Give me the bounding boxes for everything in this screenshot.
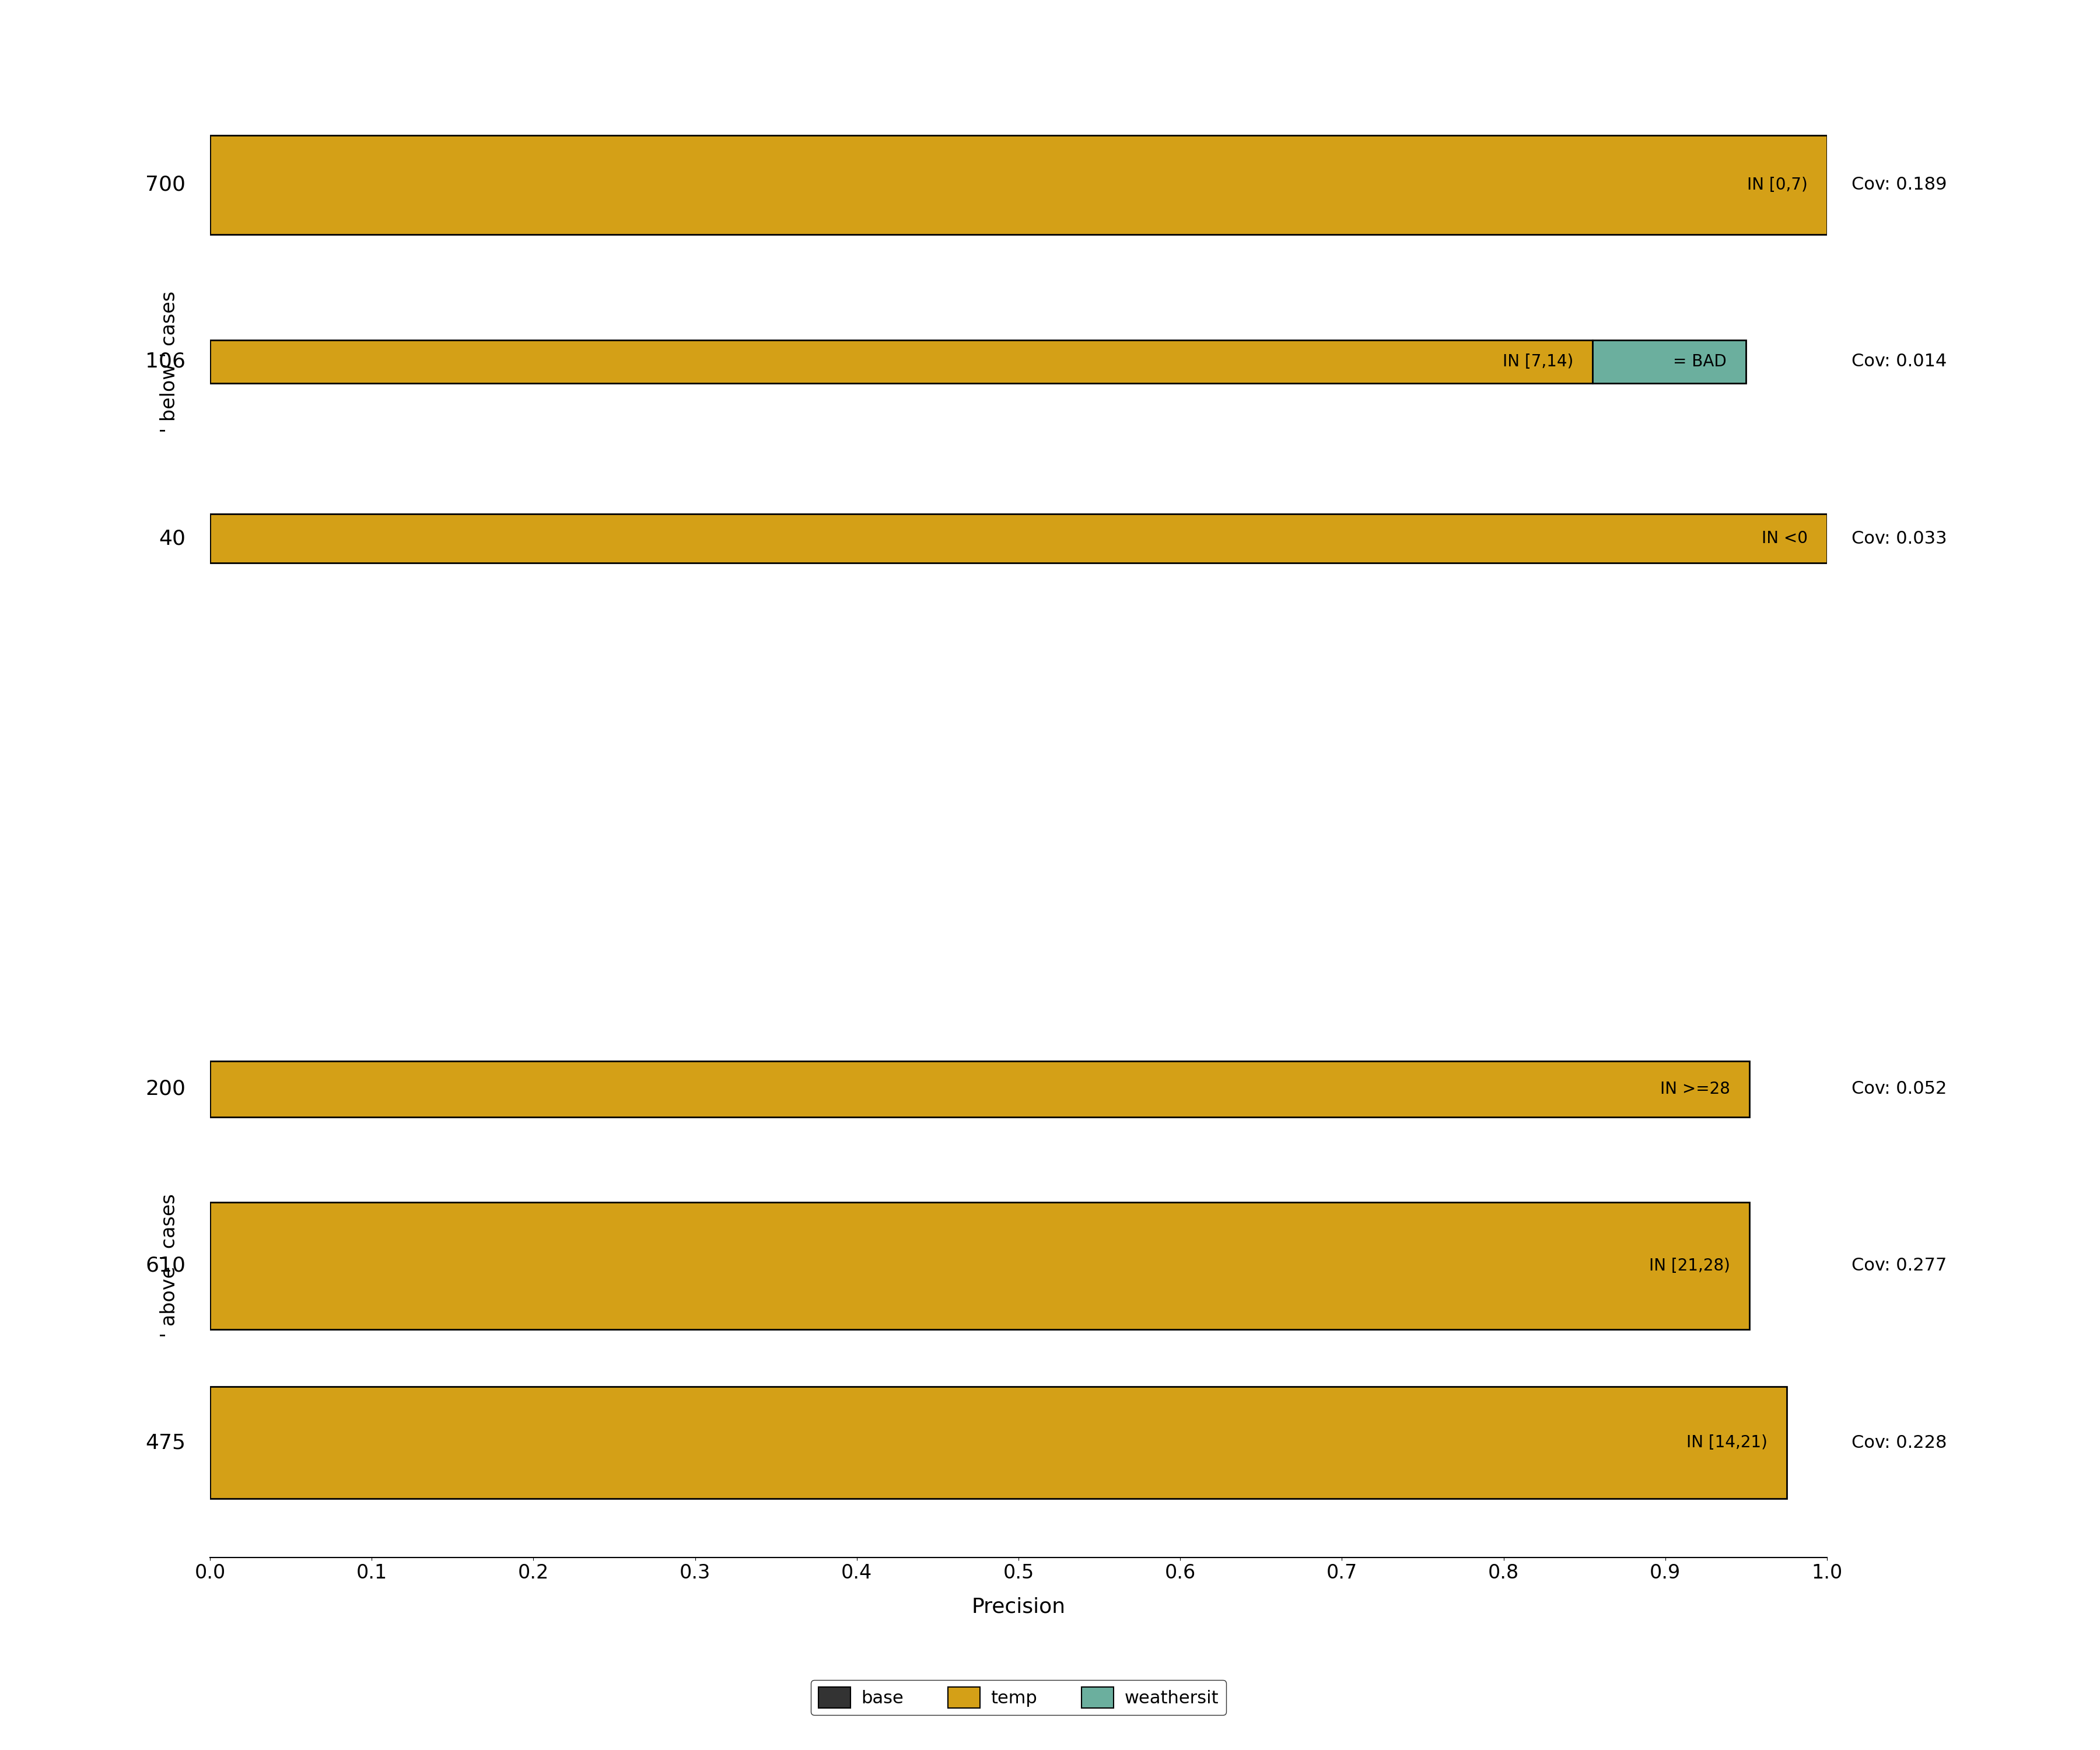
Bar xyxy=(210,1060,1749,1116)
Text: 200: 200 xyxy=(145,1080,185,1099)
Bar xyxy=(210,1202,1749,1330)
Bar xyxy=(210,514,1827,564)
Legend: base, temp, weathersit: base, temp, weathersit xyxy=(811,1680,1226,1715)
Text: Cov: 0.014: Cov: 0.014 xyxy=(1852,354,1947,371)
Text: Cov: 0.228: Cov: 0.228 xyxy=(1852,1435,1947,1451)
Text: 700: 700 xyxy=(145,175,185,194)
Text: IN [0,7): IN [0,7) xyxy=(1747,177,1808,192)
Y-axis label: ' above ' cases: ' above ' cases xyxy=(160,1194,178,1337)
Text: Cov: 0.277: Cov: 0.277 xyxy=(1852,1258,1947,1274)
Bar xyxy=(1592,340,1745,383)
Text: 610: 610 xyxy=(145,1256,185,1276)
Text: = BAD: = BAD xyxy=(1674,354,1726,369)
Y-axis label: ' below ' cases: ' below ' cases xyxy=(160,290,178,432)
X-axis label: Precision: Precision xyxy=(972,1598,1065,1617)
Bar xyxy=(210,1386,1787,1498)
Text: IN <0: IN <0 xyxy=(1762,530,1808,546)
Text: Cov: 0.052: Cov: 0.052 xyxy=(1852,1080,1947,1097)
Text: 475: 475 xyxy=(145,1433,185,1452)
Text: IN >=28: IN >=28 xyxy=(1661,1082,1730,1097)
Text: IN [21,28): IN [21,28) xyxy=(1648,1258,1730,1274)
Text: 40: 40 xyxy=(160,528,185,548)
Bar xyxy=(210,135,1827,235)
Text: IN [14,21): IN [14,21) xyxy=(1686,1435,1768,1451)
Text: 106: 106 xyxy=(145,352,185,371)
Text: Cov: 0.033: Cov: 0.033 xyxy=(1852,530,1947,548)
Bar xyxy=(210,340,1592,383)
Text: IN [7,14): IN [7,14) xyxy=(1502,354,1573,369)
Text: Cov: 0.189: Cov: 0.189 xyxy=(1852,177,1947,192)
